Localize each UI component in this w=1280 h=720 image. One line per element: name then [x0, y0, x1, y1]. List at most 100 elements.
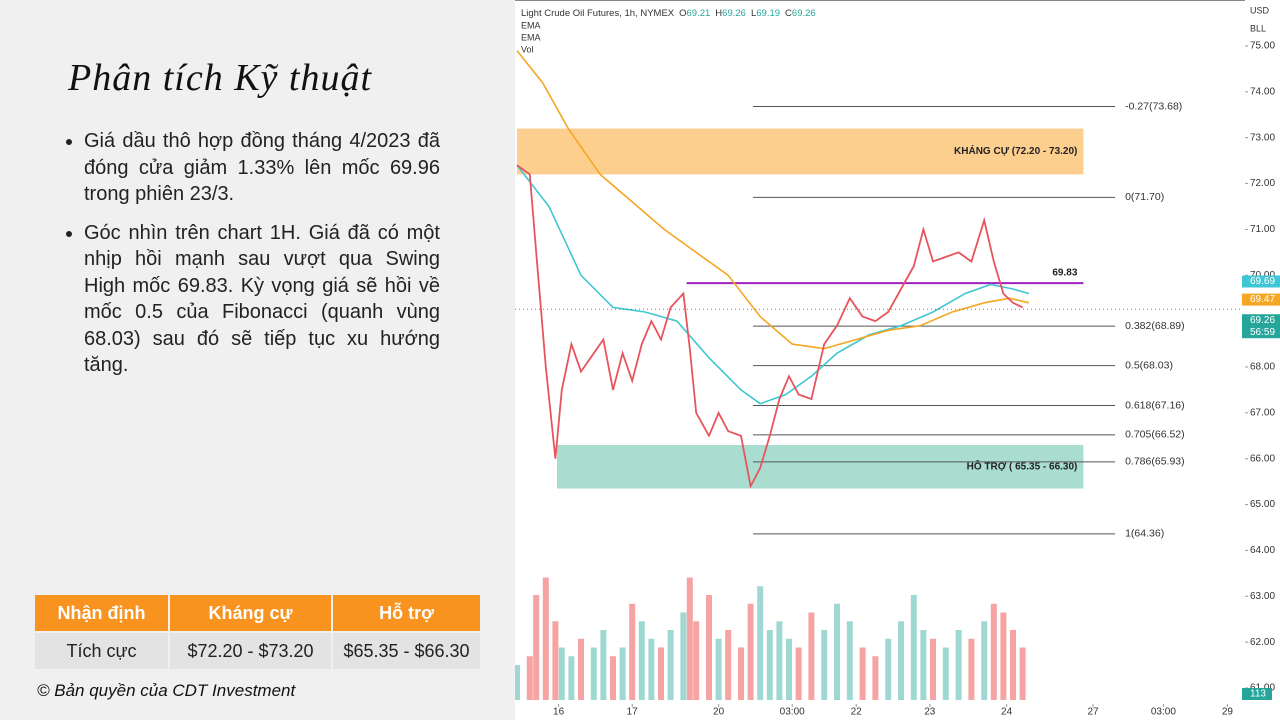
fib-label: 0.618(67.16) — [1125, 399, 1185, 411]
volume-bar — [648, 638, 655, 700]
x-tick-label: 03:00 — [1151, 707, 1176, 718]
table-cell: Tích cực — [35, 633, 168, 669]
volume-bar — [715, 638, 722, 700]
x-tick-label: 17 — [627, 707, 639, 718]
zone-label: KHÁNG CỰ (72.20 - 73.20) — [954, 144, 1077, 157]
volume-bar — [1000, 612, 1007, 700]
y-tick-label: 65.00 — [1250, 499, 1275, 510]
volume-bar — [610, 656, 616, 700]
zone-label: HỖ TRỢ ( 65.35 - 66.30) — [967, 459, 1078, 472]
price-tag — [1242, 275, 1280, 288]
volume-bar — [706, 595, 712, 700]
volume-bar — [514, 665, 520, 700]
volume-bar — [808, 612, 815, 700]
axis-unit: BLL — [1250, 23, 1266, 33]
volume-bar — [738, 647, 744, 700]
volume-bar — [898, 621, 904, 700]
ema-line — [516, 164, 1030, 405]
legend-entry: EMA — [521, 32, 541, 42]
price-tag-label: 69.47 — [1250, 294, 1275, 305]
table-header: Nhận định — [35, 595, 168, 631]
y-tick-label: 68.00 — [1250, 362, 1275, 373]
bullet: Giá dầu thô hợp đồng tháng 4/2023 đã đón… — [84, 128, 440, 208]
volume-bar — [766, 630, 773, 700]
volume-bar — [821, 630, 828, 700]
volume-bar — [619, 647, 626, 700]
volume-bar — [846, 621, 853, 700]
volume-bar — [590, 647, 597, 700]
volume-bar — [834, 603, 840, 700]
y-tick-label: 64.00 — [1250, 545, 1275, 556]
volume-bar — [526, 656, 533, 700]
fib-label: 0.705(66.52) — [1125, 429, 1185, 441]
x-tick-label: 20 — [713, 707, 725, 718]
table-header: Hỗ trợ — [333, 595, 480, 631]
bullet-list: Giá dầu thô hợp đồng tháng 4/2023 đã đón… — [60, 128, 440, 391]
price-tag — [1242, 314, 1280, 339]
volume-bar — [658, 647, 664, 700]
fib-label: 0(71.70) — [1125, 191, 1164, 203]
ohlc-label: C — [785, 8, 792, 19]
y-tick-label: 67.00 — [1250, 407, 1275, 418]
volume-bar — [542, 577, 549, 700]
table-cell: $65.35 - $66.30 — [333, 633, 480, 669]
volume-bar — [686, 577, 693, 700]
price-tag-label: 69.69 — [1250, 276, 1275, 287]
x-tick-label: 16 — [553, 707, 565, 718]
fib-label: 0.382(68.89) — [1125, 320, 1185, 332]
volume-bar — [990, 603, 997, 700]
ohlc-label: H — [715, 8, 722, 19]
volume-bar — [533, 595, 540, 700]
footer: © Bản quyền của CDT Investment — [37, 681, 296, 700]
y-tick-label: 72.00 — [1250, 178, 1275, 189]
volume-bar — [920, 630, 927, 700]
legend-part: 69.19 — [756, 8, 780, 19]
volume-bar — [776, 621, 783, 700]
fib-label: -0.27(73.68) — [1125, 100, 1182, 112]
summary-table: Nhận định Kháng cự Hỗ trợ Tích cực $72.2… — [33, 593, 482, 671]
volume-bar — [786, 638, 792, 700]
y-tick-label: 74.00 — [1250, 86, 1275, 97]
swing-label: 69.83 — [1052, 268, 1077, 279]
volume-bar — [600, 630, 607, 700]
legend-part: 69.26 — [792, 8, 816, 19]
ema-line — [516, 50, 1030, 350]
volume-bar — [568, 656, 575, 700]
zone — [517, 128, 1084, 175]
price-line — [516, 164, 1023, 489]
fib-label: 0.786(65.93) — [1125, 456, 1185, 468]
volume-bar — [552, 621, 559, 700]
ohlc-label: L — [751, 8, 756, 19]
y-tick-label: 71.00 — [1250, 224, 1275, 235]
x-tick-label: 22 — [851, 707, 863, 718]
table-header: Kháng cự — [170, 595, 331, 631]
countdown: 56:59 — [1250, 327, 1275, 338]
x-tick-label: 29 — [1222, 707, 1234, 718]
text-panel: Phân tích Kỹ thuật Giá dầu thô hợp đồng … — [0, 0, 515, 720]
axis-currency: USD — [1250, 5, 1270, 15]
volume-bar — [1010, 630, 1016, 700]
price-tag-label: 69.26 — [1250, 315, 1275, 326]
table-cell: $72.20 - $73.20 — [170, 633, 331, 669]
volume-bar — [872, 656, 879, 700]
volume-tag — [1242, 688, 1272, 700]
x-tick-label: 23 — [924, 707, 936, 718]
volume-bar — [757, 586, 764, 700]
x-tick-label: 03:00 — [780, 707, 805, 718]
volume-bar — [747, 603, 754, 700]
fib-label: 0.5(68.03) — [1125, 359, 1173, 371]
y-tick-label: 75.00 — [1250, 41, 1275, 52]
volume-bar — [638, 621, 645, 700]
volume-bar — [942, 647, 949, 700]
y-tick-label: 73.00 — [1250, 132, 1275, 143]
x-tick-label: 24 — [1001, 707, 1013, 718]
chart-legend: Light Crude Oil Futures, 1h, NYMEX O69.21… — [521, 8, 816, 19]
legend-part: 69.26 — [722, 8, 746, 19]
legend-part: Light Crude Oil Futures, 1h, NYMEX — [521, 8, 675, 19]
volume-tag-label: 113 — [1250, 689, 1266, 700]
volume-bar — [910, 595, 917, 700]
zone — [557, 444, 1084, 489]
fib-label: 1(64.36) — [1125, 528, 1164, 540]
